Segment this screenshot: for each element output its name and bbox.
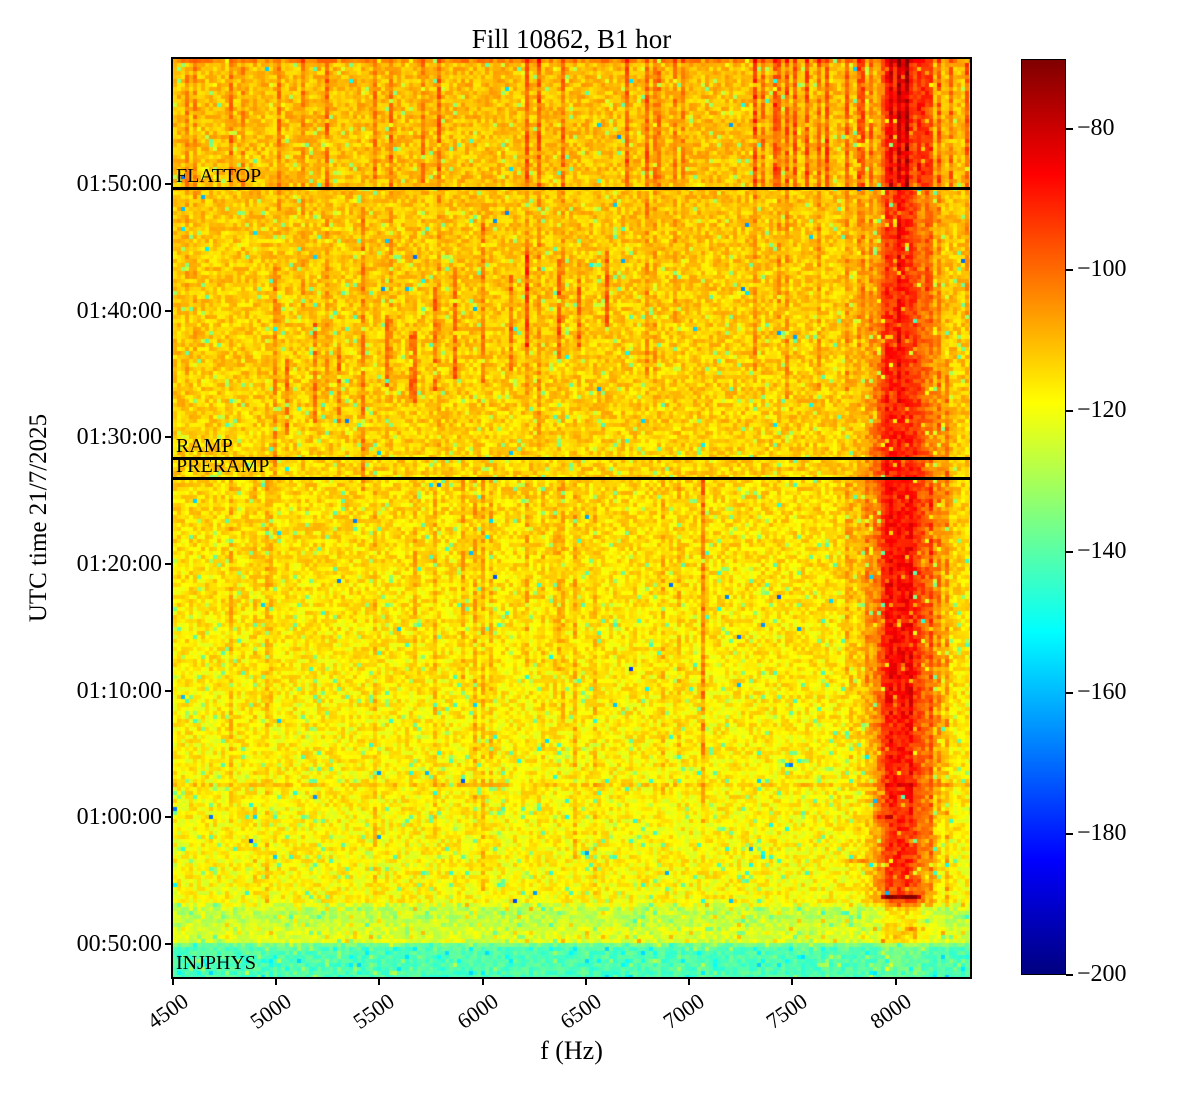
x-tick-label: 5500 bbox=[348, 988, 400, 1034]
event-line-ramp bbox=[173, 456, 970, 460]
y-tick-label: 01:20:00 bbox=[76, 551, 162, 578]
event-label-ramp: RAMP bbox=[176, 434, 233, 457]
y-tick-mark bbox=[165, 436, 173, 439]
y-tick-mark bbox=[165, 182, 173, 185]
y-tick-label: 01:00:00 bbox=[76, 804, 162, 831]
event-label-preramp: PRERAMP bbox=[176, 454, 270, 477]
x-tick-label: 8000 bbox=[865, 988, 916, 1034]
colorbar-tick-mark bbox=[1066, 551, 1073, 554]
x-tick-label: 6000 bbox=[452, 988, 503, 1034]
event-line-preramp bbox=[173, 476, 970, 480]
colorbar-tick-mark bbox=[1066, 692, 1073, 695]
event-label-injphys: INJPHYS bbox=[176, 952, 257, 975]
y-tick-mark bbox=[165, 943, 173, 946]
y-tick-label: 01:50:00 bbox=[76, 170, 162, 197]
y-tick-label: 01:10:00 bbox=[76, 677, 162, 704]
colorbar-tick-label: −120 bbox=[1077, 397, 1127, 424]
spectrogram-heatmap bbox=[173, 59, 970, 977]
x-tick-mark bbox=[894, 977, 897, 985]
event-label-flattop: FLATTOP bbox=[176, 164, 262, 187]
y-tick-label: 00:50:00 bbox=[76, 931, 162, 958]
colorbar-tick-label: −200 bbox=[1077, 961, 1127, 987]
plot-area: FLATTOP RAMP PRERAMP INJPHYS bbox=[171, 57, 972, 979]
x-tick-mark bbox=[688, 977, 691, 985]
y-tick-label: 01:30:00 bbox=[76, 424, 162, 451]
x-tick-mark bbox=[584, 977, 587, 985]
colorbar-tick-mark bbox=[1066, 410, 1073, 413]
colorbar-tick-label: −80 bbox=[1077, 115, 1115, 142]
y-tick-mark bbox=[165, 309, 173, 312]
colorbar-tick-label: −160 bbox=[1077, 679, 1127, 706]
x-axis-label: f (Hz) bbox=[540, 1036, 603, 1065]
x-tick-label: 5000 bbox=[245, 988, 297, 1034]
y-tick-mark bbox=[165, 689, 173, 692]
colorbar-tick-mark bbox=[1066, 269, 1073, 272]
x-tick-mark bbox=[791, 977, 794, 985]
colorbar-tick-label: −180 bbox=[1077, 820, 1127, 847]
colorbar-tick-mark bbox=[1066, 833, 1073, 836]
x-tick-mark bbox=[275, 977, 278, 985]
x-tick-label: 6500 bbox=[555, 988, 606, 1034]
colorbar-tick-label: −100 bbox=[1077, 256, 1127, 283]
x-tick-label: 4500 bbox=[142, 988, 193, 1034]
plot-title: Fill 10862, B1 hor bbox=[471, 24, 672, 54]
event-line-flattop bbox=[173, 186, 970, 190]
colorbar-tick-mark bbox=[1066, 974, 1073, 976]
x-tick-label: 7000 bbox=[658, 988, 709, 1034]
y-tick-label: 01:40:00 bbox=[76, 297, 162, 324]
x-tick-mark bbox=[378, 977, 381, 985]
x-tick-mark bbox=[481, 977, 484, 985]
y-tick-mark bbox=[165, 816, 173, 819]
colorbar bbox=[1021, 59, 1066, 975]
colorbar-tick-mark bbox=[1066, 128, 1073, 131]
y-tick-mark bbox=[165, 563, 173, 566]
colorbar-tick-label: −140 bbox=[1077, 538, 1127, 565]
x-tick-label: 7500 bbox=[761, 988, 813, 1034]
x-tick-mark bbox=[172, 977, 174, 985]
